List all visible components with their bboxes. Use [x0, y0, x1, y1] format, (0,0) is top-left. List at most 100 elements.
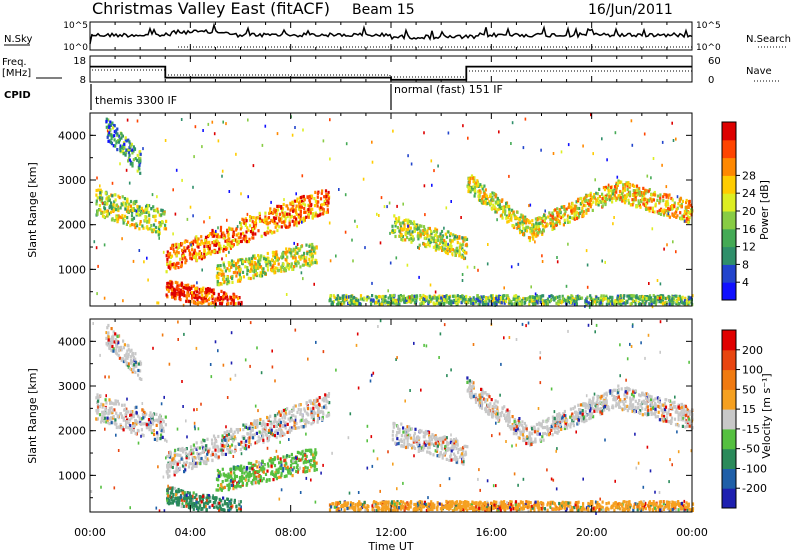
echo-cell — [283, 416, 287, 420]
echo-cell — [241, 445, 244, 449]
echo-cell — [95, 396, 98, 400]
echo-cell — [413, 223, 416, 227]
echo-cell — [216, 280, 219, 284]
echo-cell — [541, 299, 544, 303]
echo-cell — [190, 503, 193, 507]
echo-cell — [655, 300, 658, 304]
echo-cell — [675, 137, 677, 141]
echo-cell — [351, 238, 353, 242]
colorbar-swatch — [722, 228, 736, 248]
echo-cell — [323, 399, 326, 403]
echo-cell — [129, 224, 132, 228]
echo-cell — [399, 299, 402, 303]
echo-cell — [665, 195, 668, 199]
echo-cell — [197, 245, 200, 249]
nsky-tick-top: 10^5 — [63, 21, 88, 31]
echo-cell — [311, 242, 314, 247]
echo-cell — [506, 220, 509, 224]
echo-cell — [527, 225, 530, 229]
echo-cell — [486, 262, 489, 266]
echo-cell — [602, 297, 605, 301]
echo-cell — [256, 421, 259, 425]
echo-cell — [629, 302, 632, 306]
echo-cell — [554, 222, 557, 226]
echo-cell — [167, 497, 170, 501]
echo-cell — [357, 302, 360, 306]
echo-cell — [505, 205, 508, 209]
nave-tick-top: 60 — [708, 56, 721, 67]
echo-cell — [141, 413, 144, 417]
echo-cell — [451, 294, 454, 298]
echo-cell — [192, 214, 194, 218]
echo-cell — [602, 186, 605, 190]
echo-cell — [108, 212, 111, 216]
echo-cell — [609, 295, 612, 299]
echo-cell — [193, 464, 196, 468]
echo-cell — [226, 218, 228, 222]
echo-cell — [581, 214, 584, 219]
echo-cell — [237, 268, 241, 272]
echo-cell — [522, 296, 525, 301]
echo-cell — [145, 205, 148, 209]
echo-cell — [117, 353, 120, 357]
echo-cell — [423, 297, 426, 301]
echo-cell — [387, 289, 389, 293]
echo-cell — [201, 293, 204, 297]
echo-cell — [116, 207, 120, 211]
echo-cell — [127, 210, 130, 214]
echo-cell — [497, 208, 500, 212]
echo-cell — [191, 494, 194, 498]
echo-cell — [591, 196, 594, 200]
echo-cell — [206, 299, 209, 303]
echo-cell — [262, 419, 265, 424]
echo-cell — [588, 202, 591, 206]
echo-cell — [294, 126, 296, 129]
echo-cell — [122, 299, 124, 303]
echo-cell — [631, 198, 634, 202]
echo-cell — [159, 223, 162, 227]
echo-cell — [667, 196, 670, 200]
echo-cell — [138, 208, 141, 213]
echo-cell — [313, 412, 316, 416]
echo-cell — [273, 207, 276, 211]
echo-cell — [254, 232, 257, 236]
echo-cell — [98, 405, 101, 409]
echo-cell — [206, 452, 209, 456]
echo-cell — [103, 296, 106, 300]
echo-cell — [310, 422, 313, 426]
echo-cell — [615, 185, 618, 189]
echo-cell — [578, 206, 581, 211]
echo-cell — [302, 194, 305, 199]
echo-cell — [458, 235, 461, 239]
echo-cell — [166, 257, 169, 262]
echo-cell — [302, 425, 305, 429]
colorbar-tick-label: 24 — [742, 187, 756, 200]
echo-cell — [438, 241, 442, 245]
echo-cell — [129, 418, 132, 422]
echo-cell — [117, 194, 120, 198]
echo-cell — [172, 232, 174, 236]
cpid-row: CPID themis 3300 IF normal (fast) 151 IF — [4, 83, 503, 110]
echo-cell — [269, 426, 272, 430]
echo-cell — [642, 191, 646, 195]
echo-cell — [529, 295, 532, 299]
echo-cell — [605, 302, 608, 306]
echo-cell — [389, 231, 391, 235]
echo-cell — [225, 278, 228, 282]
echo-cell — [430, 297, 433, 301]
echo-cell — [638, 203, 641, 207]
echo-cell — [222, 247, 226, 251]
echo-cell — [129, 355, 132, 359]
echo-cell — [527, 218, 530, 223]
echo-cell — [100, 200, 103, 204]
echo-cell — [123, 142, 126, 146]
echo-cell — [130, 160, 133, 164]
echo-cell — [140, 211, 144, 215]
echo-cell — [243, 234, 246, 238]
nave-tick-bottom: 0 — [708, 75, 714, 86]
echo-cell — [135, 422, 138, 426]
echo-cell — [222, 263, 225, 267]
echo-cell — [187, 456, 191, 460]
echo-cell — [193, 296, 196, 300]
echo-cell — [149, 425, 152, 429]
